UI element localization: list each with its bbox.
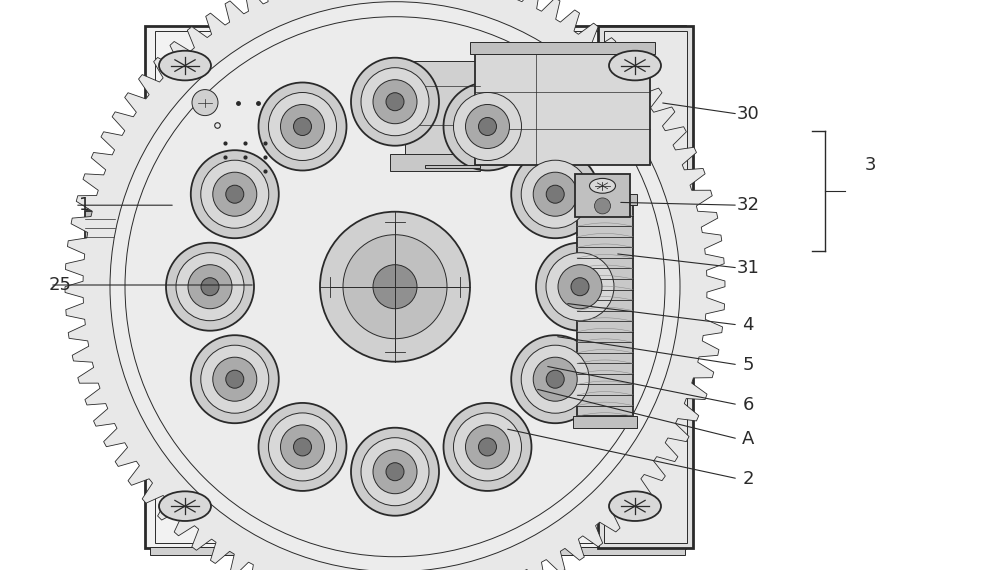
Text: 6: 6 bbox=[742, 396, 754, 414]
Circle shape bbox=[159, 491, 211, 521]
Ellipse shape bbox=[294, 117, 312, 136]
Ellipse shape bbox=[536, 243, 624, 331]
Ellipse shape bbox=[320, 211, 470, 362]
Ellipse shape bbox=[443, 403, 531, 491]
Ellipse shape bbox=[373, 450, 417, 494]
Text: A: A bbox=[742, 430, 754, 448]
Ellipse shape bbox=[166, 243, 254, 331]
Ellipse shape bbox=[259, 83, 347, 170]
Ellipse shape bbox=[226, 185, 244, 203]
Ellipse shape bbox=[268, 92, 337, 161]
Circle shape bbox=[589, 178, 615, 193]
Text: 31: 31 bbox=[737, 259, 759, 277]
Ellipse shape bbox=[453, 413, 521, 481]
Text: 3: 3 bbox=[864, 156, 876, 174]
Ellipse shape bbox=[281, 425, 325, 469]
Ellipse shape bbox=[192, 89, 218, 116]
Ellipse shape bbox=[479, 117, 497, 136]
Bar bbox=[390, 154, 480, 171]
Text: 30: 30 bbox=[737, 105, 759, 123]
Ellipse shape bbox=[546, 253, 614, 321]
Ellipse shape bbox=[201, 278, 219, 296]
Ellipse shape bbox=[594, 198, 610, 214]
Text: 5: 5 bbox=[742, 356, 754, 374]
Bar bbox=[150, 547, 685, 555]
Ellipse shape bbox=[454, 92, 522, 161]
Bar bbox=[475, 54, 650, 165]
Ellipse shape bbox=[521, 345, 589, 413]
Ellipse shape bbox=[533, 357, 577, 401]
Ellipse shape bbox=[571, 278, 589, 296]
Bar bbox=[425, 165, 480, 168]
Ellipse shape bbox=[351, 428, 439, 516]
Ellipse shape bbox=[361, 438, 429, 506]
Ellipse shape bbox=[444, 83, 532, 170]
Bar bbox=[470, 42, 655, 54]
Ellipse shape bbox=[373, 80, 417, 124]
Bar bbox=[405, 61, 480, 158]
Polygon shape bbox=[65, 0, 725, 570]
Ellipse shape bbox=[351, 58, 439, 146]
Ellipse shape bbox=[386, 463, 404, 481]
Ellipse shape bbox=[125, 17, 665, 557]
Bar bbox=[598, 26, 693, 548]
Ellipse shape bbox=[465, 425, 509, 469]
Text: 2: 2 bbox=[742, 470, 754, 488]
Circle shape bbox=[159, 51, 211, 80]
Ellipse shape bbox=[361, 68, 429, 136]
Text: 4: 4 bbox=[742, 316, 754, 334]
Bar bbox=[573, 194, 637, 205]
Ellipse shape bbox=[478, 438, 496, 456]
Ellipse shape bbox=[201, 160, 269, 228]
Circle shape bbox=[609, 51, 661, 80]
Bar bbox=[685, 26, 693, 548]
Bar bbox=[573, 416, 637, 428]
Ellipse shape bbox=[511, 150, 599, 238]
Ellipse shape bbox=[201, 345, 269, 413]
Ellipse shape bbox=[558, 264, 602, 309]
Ellipse shape bbox=[213, 172, 257, 216]
Bar bbox=[155, 31, 675, 543]
Ellipse shape bbox=[269, 413, 337, 481]
Ellipse shape bbox=[281, 104, 325, 149]
Bar bbox=[577, 205, 633, 416]
Text: 25: 25 bbox=[48, 276, 72, 294]
Ellipse shape bbox=[226, 370, 244, 388]
Bar bbox=[85, 211, 115, 245]
Ellipse shape bbox=[110, 2, 680, 570]
Bar bbox=[575, 174, 630, 217]
Ellipse shape bbox=[83, 0, 707, 570]
Ellipse shape bbox=[294, 438, 312, 456]
Ellipse shape bbox=[191, 150, 279, 238]
Bar bbox=[145, 26, 685, 548]
Ellipse shape bbox=[343, 235, 447, 339]
Bar bbox=[604, 31, 687, 543]
Ellipse shape bbox=[546, 370, 564, 388]
Text: 32: 32 bbox=[736, 196, 760, 214]
Ellipse shape bbox=[521, 160, 589, 228]
Ellipse shape bbox=[213, 357, 257, 401]
Ellipse shape bbox=[386, 93, 404, 111]
Ellipse shape bbox=[176, 253, 244, 321]
Text: 1: 1 bbox=[79, 196, 91, 214]
Ellipse shape bbox=[511, 335, 599, 423]
Ellipse shape bbox=[546, 185, 564, 203]
Ellipse shape bbox=[373, 264, 417, 309]
Circle shape bbox=[609, 491, 661, 521]
Ellipse shape bbox=[259, 403, 347, 491]
Ellipse shape bbox=[466, 104, 510, 149]
Ellipse shape bbox=[188, 264, 232, 309]
Ellipse shape bbox=[533, 172, 577, 216]
Ellipse shape bbox=[191, 335, 279, 423]
